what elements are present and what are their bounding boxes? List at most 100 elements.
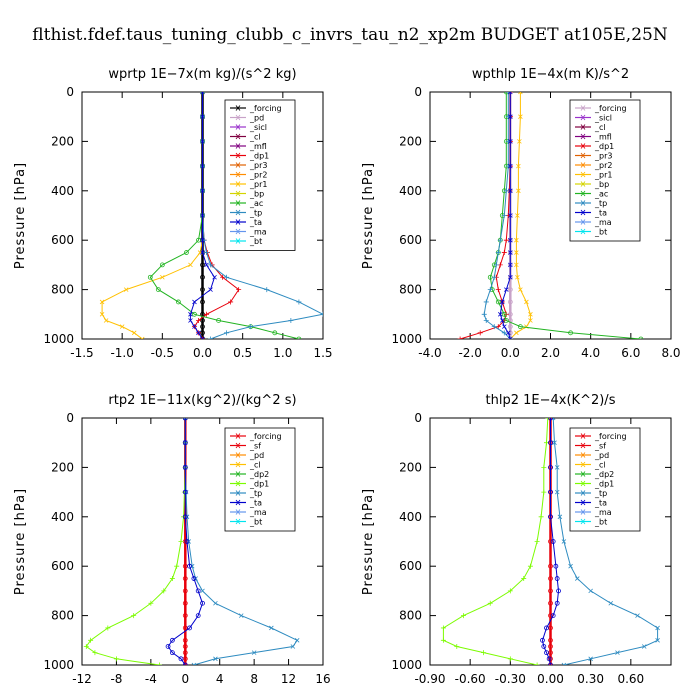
data-point xyxy=(200,262,205,268)
legend-marker xyxy=(235,162,241,168)
x-tick-label: 1.0 xyxy=(273,346,292,360)
data-point xyxy=(507,299,513,305)
data-point xyxy=(493,262,499,268)
data-point xyxy=(641,644,647,649)
data-point xyxy=(213,656,218,662)
x-tick-label: 0.0 xyxy=(193,346,212,360)
legend-label: _tp xyxy=(594,199,607,208)
series-line xyxy=(101,92,203,339)
legend-marker xyxy=(580,171,586,178)
legend-label: _bt xyxy=(594,518,607,527)
data-point xyxy=(208,336,214,339)
data-point xyxy=(294,638,300,643)
data-point xyxy=(196,330,201,336)
data-point xyxy=(554,489,560,495)
legend-marker xyxy=(235,181,241,187)
series-pr1 xyxy=(508,92,533,339)
data-point xyxy=(188,262,193,268)
data-point xyxy=(196,237,201,243)
data-point xyxy=(155,287,161,293)
legend-frame xyxy=(569,99,641,242)
x-tick-label: 8.0 xyxy=(661,346,680,360)
data-point xyxy=(516,163,521,169)
x-tick-label: -0.60 xyxy=(455,672,486,686)
y-tick-label: 400 xyxy=(399,184,422,198)
data-point xyxy=(508,92,513,95)
x-tick-label: -4 xyxy=(145,672,157,686)
data-point xyxy=(638,336,644,339)
data-point xyxy=(635,613,640,618)
data-point xyxy=(518,114,523,119)
legend-marker xyxy=(580,461,586,468)
legend-label: _mfl xyxy=(249,142,267,151)
legend-marker xyxy=(580,200,586,206)
legend-label: _forcing xyxy=(594,432,627,441)
x-tick-label: 1.5 xyxy=(313,346,332,360)
data-point xyxy=(514,237,519,243)
data-point xyxy=(184,539,190,544)
data-point xyxy=(546,656,552,662)
y-tick-label: 600 xyxy=(51,233,74,247)
data-point xyxy=(508,262,513,268)
legend-marker xyxy=(580,433,586,439)
data-point xyxy=(541,464,547,470)
data-point xyxy=(541,489,547,495)
panel-title: rtp2 1E−11x(kg^2)/(kg^2 s) xyxy=(108,393,296,408)
data-point xyxy=(548,656,553,662)
data-point xyxy=(502,324,507,329)
data-point xyxy=(508,163,513,169)
data-point xyxy=(487,287,493,293)
data-point xyxy=(208,287,213,292)
data-point xyxy=(483,299,489,305)
data-point xyxy=(195,613,201,618)
y-tick-label: 0 xyxy=(414,85,422,99)
legend-marker xyxy=(235,133,241,140)
data-point xyxy=(550,613,556,618)
legend-marker xyxy=(580,190,586,197)
legend-marker xyxy=(580,143,586,149)
legend-label: _pd xyxy=(594,451,609,460)
data-point xyxy=(506,330,511,336)
legend-marker xyxy=(235,480,241,487)
data-point xyxy=(182,489,188,495)
legend-marker xyxy=(235,124,241,130)
legend: _forcing_sicl_cl_mfl_dp1_pr3_pr2_pr1_bp_… xyxy=(569,99,641,242)
y-tick-label: 600 xyxy=(399,559,422,573)
data-point xyxy=(528,318,533,323)
data-point xyxy=(534,662,540,665)
legend-label: _bp xyxy=(594,180,609,189)
data-point xyxy=(288,317,294,323)
y-axis-label: Pressure [hPa] xyxy=(13,488,28,595)
data-point xyxy=(182,637,188,643)
series-line xyxy=(85,418,186,665)
y-axis-label: Pressure [hPa] xyxy=(13,162,28,269)
data-point xyxy=(182,576,188,581)
data-point xyxy=(517,324,523,330)
data-point xyxy=(554,576,560,581)
data-point xyxy=(187,563,192,569)
panel-4: thlp2 1E−4x(K^2)/s Pressure [hPa] -0.90 -0.… xyxy=(361,393,672,686)
legend-label: _ac xyxy=(594,190,608,199)
data-point xyxy=(212,274,217,280)
y-tick-label: 800 xyxy=(399,609,422,623)
y-tick-label: 800 xyxy=(51,283,74,297)
data-point xyxy=(504,287,509,292)
legend-marker xyxy=(580,105,586,111)
data-point xyxy=(88,637,94,643)
data-point xyxy=(204,262,209,268)
y-tick-label: 200 xyxy=(51,460,74,474)
series-ta xyxy=(498,92,513,339)
data-point xyxy=(655,625,660,631)
x-tick-label: -12 xyxy=(72,672,92,686)
data-point xyxy=(503,188,509,194)
data-point xyxy=(165,644,171,649)
series-line xyxy=(509,92,531,339)
data-point xyxy=(548,539,553,544)
data-point xyxy=(545,418,551,421)
data-point xyxy=(534,539,540,544)
legend-label: _dp2 xyxy=(249,470,269,479)
data-point xyxy=(213,600,218,606)
data-point xyxy=(216,318,221,323)
data-point xyxy=(182,588,188,594)
y-axis-label: Pressure [hPa] xyxy=(361,488,376,595)
